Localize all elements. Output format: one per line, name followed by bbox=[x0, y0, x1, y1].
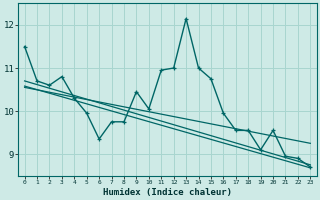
X-axis label: Humidex (Indice chaleur): Humidex (Indice chaleur) bbox=[103, 188, 232, 197]
